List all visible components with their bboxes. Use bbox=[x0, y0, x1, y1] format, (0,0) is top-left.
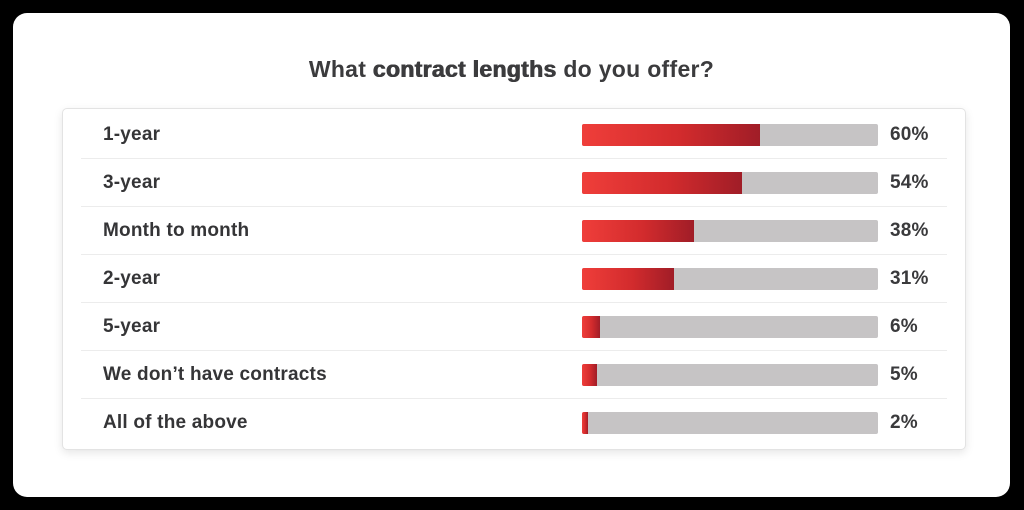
chart-row: 1-year 60% bbox=[63, 111, 965, 158]
percent-value: 2% bbox=[890, 411, 918, 433]
row-divider bbox=[81, 350, 947, 351]
bar-fill bbox=[582, 315, 600, 338]
chart-title-prefix: What bbox=[308, 56, 373, 82]
chart-page: What contract lengths do you offer? 1-ye… bbox=[13, 13, 1010, 497]
bar-fill bbox=[582, 123, 760, 146]
bar-track bbox=[582, 363, 878, 386]
percent-value: 60% bbox=[890, 123, 929, 145]
chart-row: All of the above 2% bbox=[63, 399, 965, 446]
category-label: Month to month bbox=[103, 219, 250, 241]
bar-chart-card: 1-year 60% 3-year 54% Month to month 38%… bbox=[62, 108, 966, 450]
bar-fill bbox=[582, 267, 674, 290]
chart-row: Month to month 38% bbox=[63, 207, 965, 254]
percent-value: 54% bbox=[890, 171, 929, 193]
bar-fill bbox=[582, 363, 597, 386]
row-divider bbox=[81, 398, 947, 399]
bar-track bbox=[582, 171, 878, 194]
row-divider bbox=[81, 254, 947, 255]
row-divider bbox=[81, 302, 947, 303]
percent-value: 6% bbox=[890, 315, 918, 337]
category-label: 5-year bbox=[103, 315, 161, 337]
category-label: We don’t have contracts bbox=[103, 363, 327, 385]
bar-fill bbox=[582, 171, 742, 194]
bar-track bbox=[582, 315, 878, 338]
chart-row: We don’t have contracts 5% bbox=[63, 351, 965, 398]
category-label: 2-year bbox=[103, 267, 161, 289]
chart-title: What contract lengths do you offer? bbox=[13, 56, 1010, 83]
row-divider bbox=[81, 158, 947, 159]
chart-row: 5-year 6% bbox=[63, 303, 965, 350]
bar-track bbox=[582, 411, 878, 434]
percent-value: 5% bbox=[890, 363, 918, 385]
percent-value: 38% bbox=[890, 219, 929, 241]
chart-row: 3-year 54% bbox=[63, 159, 965, 206]
percent-value: 31% bbox=[890, 267, 929, 289]
category-label: 3-year bbox=[103, 171, 161, 193]
chart-title-suffix: do you offer? bbox=[556, 56, 715, 82]
row-divider bbox=[81, 206, 947, 207]
bar-fill bbox=[582, 219, 695, 242]
category-label: 1-year bbox=[103, 123, 161, 145]
category-label: All of the above bbox=[103, 411, 248, 433]
bar-track bbox=[582, 123, 878, 146]
chart-title-emphasis: contract lengths bbox=[372, 56, 557, 82]
bar-track bbox=[582, 267, 878, 290]
chart-row: 2-year 31% bbox=[63, 255, 965, 302]
bar-track bbox=[582, 219, 878, 242]
bar-fill bbox=[582, 411, 588, 434]
